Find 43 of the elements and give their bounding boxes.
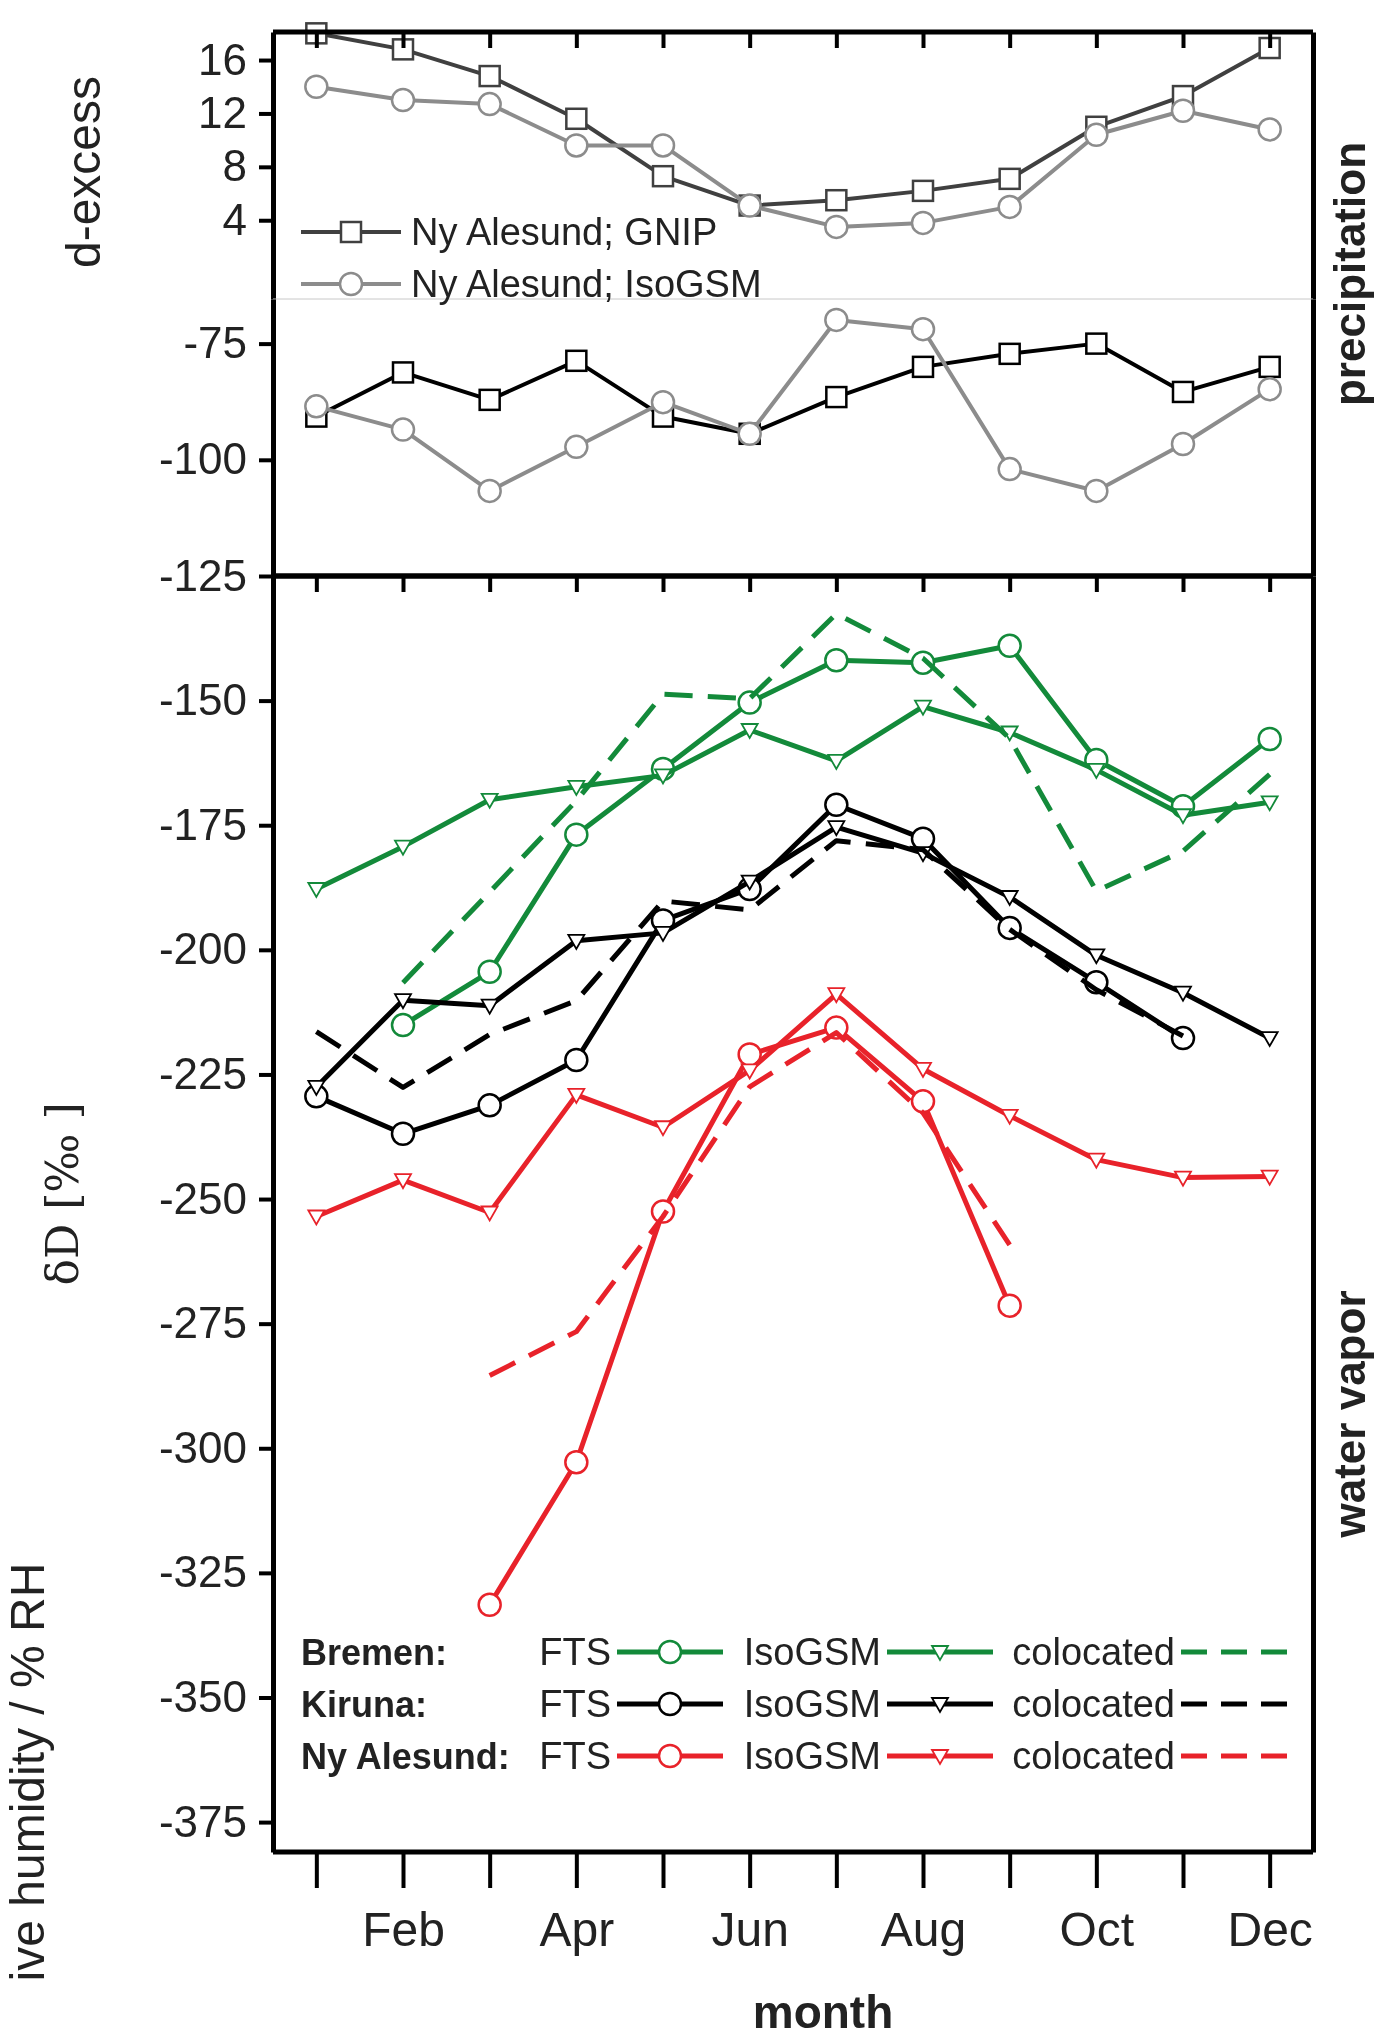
y-tick-label: -175 (158, 799, 247, 849)
legend-label: colocated (1012, 1735, 1175, 1778)
legend-label: IsoGSM (743, 1735, 881, 1778)
y-tick-label: -200 (158, 924, 247, 974)
text: ive humidity / % RH (1, 1562, 54, 1982)
y-tick-label: 16 (198, 34, 247, 84)
text: precipitation (1325, 141, 1374, 407)
legend-label: Ny Alesund; GNIP (411, 211, 718, 254)
y-tick-label: -125 (158, 550, 247, 600)
y-tick-label: -250 (158, 1173, 247, 1223)
legend-label: colocated (1012, 1631, 1175, 1674)
legend-label: FTS (539, 1683, 611, 1726)
legend-label: colocated (1012, 1683, 1175, 1726)
x-tick-label: Dec (1227, 1903, 1313, 1957)
y-tick-label: 4 (222, 194, 247, 244)
y-tick-label: -150 (158, 675, 247, 725)
annotation: Ny Alesund: (301, 1735, 510, 1777)
legend-label: Ny Alesund; IsoGSM (411, 263, 762, 306)
y-tick-label: -350 (158, 1672, 247, 1722)
x-tick-label: Apr (539, 1903, 615, 1957)
y-tick-label: -225 (158, 1049, 247, 1099)
x-tick-label: Jun (711, 1903, 789, 1957)
y-tick-label: -100 (158, 434, 247, 484)
y-tick-label: -275 (158, 1298, 247, 1348)
x-tick-label: Oct (1059, 1903, 1135, 1957)
y-axis-title: δD [‰ ] (37, 1102, 88, 1286)
y-axis-title: d-excess (57, 75, 110, 269)
legend-label: FTS (539, 1631, 611, 1674)
x-tick-label: Aug (880, 1903, 967, 1957)
legend-label: IsoGSM (743, 1683, 881, 1726)
legend-label: FTS (539, 1735, 611, 1778)
legend-label: IsoGSM (743, 1631, 881, 1674)
y-tick-label: 8 (222, 141, 247, 191)
y-tick-label: -75 (183, 318, 247, 368)
x-axis-title: month (752, 1986, 894, 2038)
annotation: Kiruna: (301, 1683, 427, 1725)
y-tick-label: -325 (158, 1547, 247, 1597)
y-tick-label: -375 (158, 1796, 247, 1846)
y-tick-label: 12 (198, 88, 247, 138)
y-tick-label: -300 (158, 1422, 247, 1472)
annotation: Bremen: (301, 1631, 448, 1673)
x-tick-label: Feb (362, 1903, 445, 1957)
text: water vapor (1325, 1290, 1374, 1539)
